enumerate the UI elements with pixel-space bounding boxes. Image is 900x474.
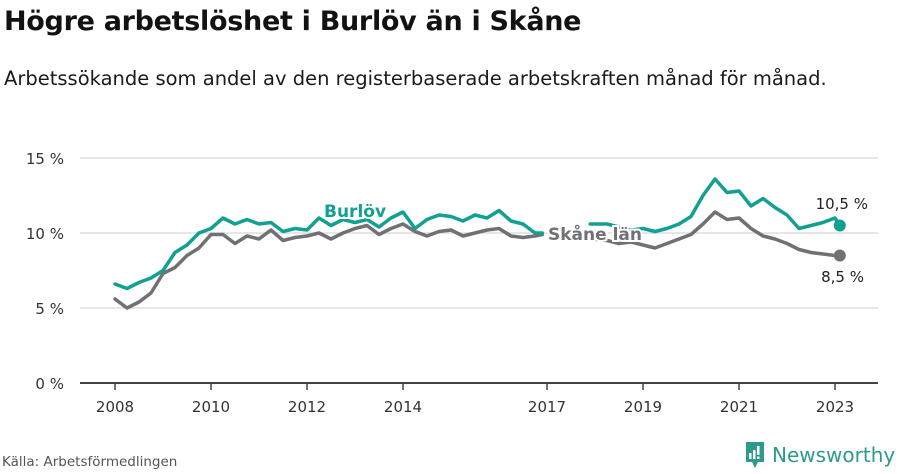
brand-name: Newsworthy — [772, 443, 896, 467]
x-tick-label: 2010 — [192, 398, 230, 416]
series-lines — [113, 177, 846, 310]
chart-subtitle: Arbetssökande som andel av den registerb… — [4, 67, 827, 90]
x-tick-label: 2021 — [720, 398, 758, 416]
x-tick-label: 2023 — [816, 398, 854, 416]
skane-label: Skåne län — [548, 223, 642, 245]
x-tick-label: 2008 — [96, 398, 134, 416]
y-tick-label: 10 % — [26, 225, 64, 243]
x-tick-label: 2014 — [384, 398, 422, 416]
y-tick-label: 15 % — [26, 150, 64, 168]
x-axis-ticks: 2008 2010 2012 2014 2017 2019 2021 2023 — [96, 383, 854, 416]
skane-line — [588, 210, 842, 258]
burlov-line — [113, 208, 544, 291]
chart-title: Högre arbetslöshet i Burlöv än i Skåne — [4, 6, 582, 37]
burlov-line — [588, 177, 842, 234]
burlov-label: Burlöv — [324, 202, 386, 222]
y-tick-label: 0 % — [35, 375, 64, 393]
y-tick-label: 5 % — [35, 300, 64, 318]
x-tick-label: 2012 — [288, 398, 326, 416]
skane-endpoint — [833, 249, 846, 262]
burlov-end-value: 10,5 % — [816, 195, 868, 213]
series-labels: Burlöv Skåne län 10,5 % 8,5 % — [322, 195, 868, 286]
skane-end-value: 8,5 % — [821, 268, 864, 286]
x-tick-label: 2019 — [624, 398, 662, 416]
x-tick-label: 2017 — [528, 398, 566, 416]
source-note: Källa: Arbetsförmedlingen — [2, 454, 178, 470]
burlov-endpoint — [833, 219, 846, 232]
y-axis-labels: 0 % 5 % 10 % 15 % — [26, 150, 64, 393]
newsworthy-logo: Newsworthy — [744, 440, 895, 470]
bar-chart-speech-bubble-icon — [746, 442, 764, 468]
skane-line — [113, 222, 544, 310]
